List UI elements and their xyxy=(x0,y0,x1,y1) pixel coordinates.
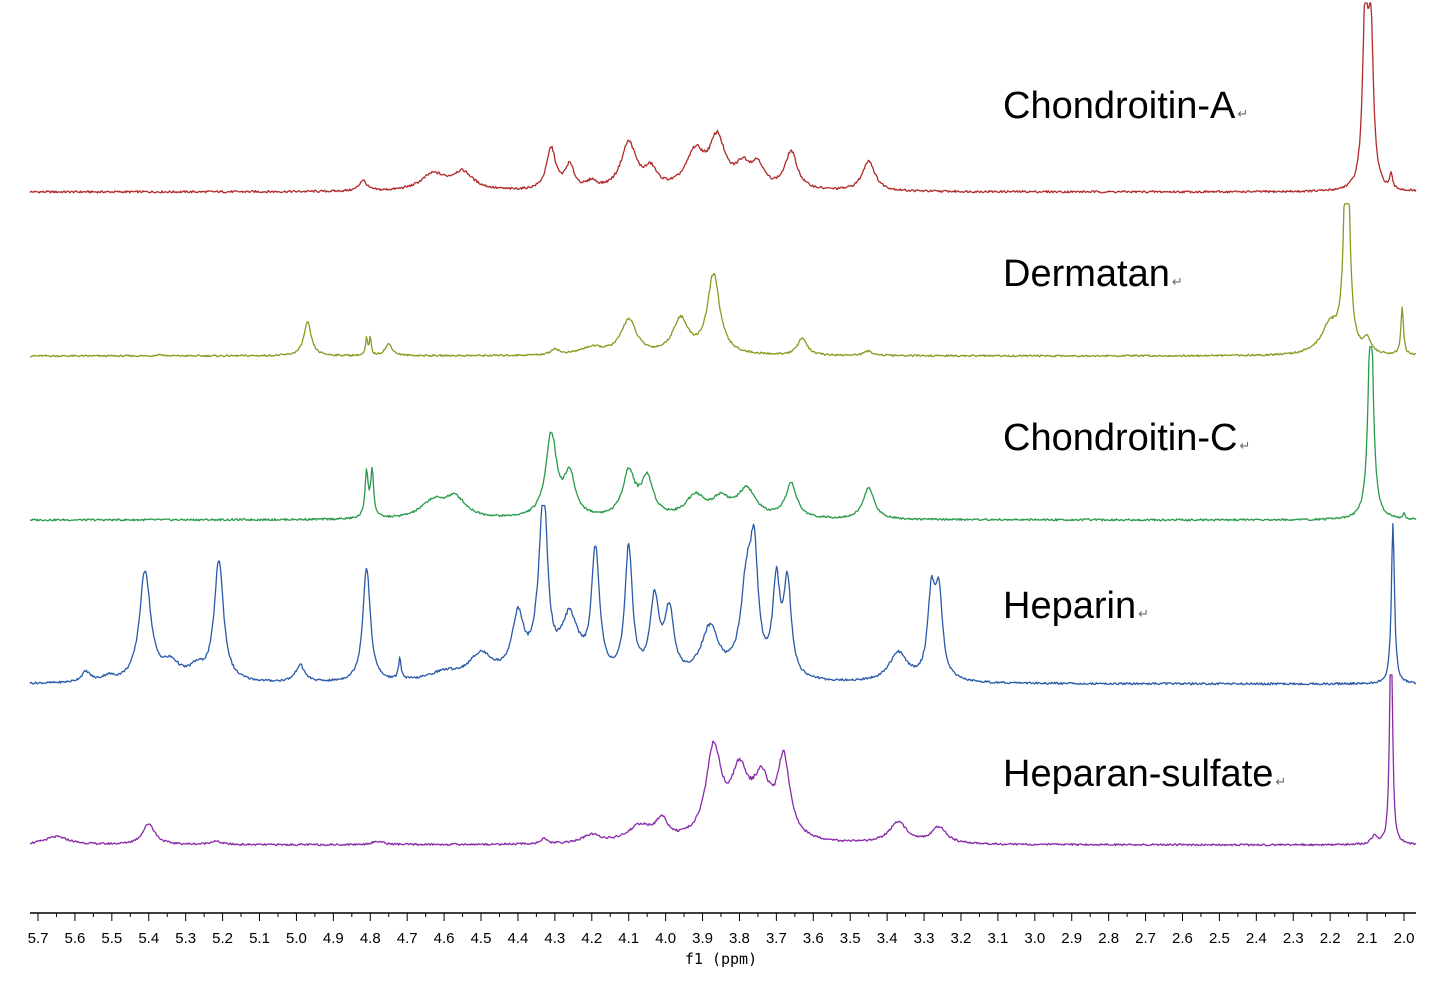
tick-label: 2.5 xyxy=(1209,930,1230,947)
spectrum-line-dermatan xyxy=(29,203,1417,358)
tick-label: 4.2 xyxy=(581,930,602,947)
series-label-chondroitin-a: Chondroitin-A xyxy=(1003,85,1236,127)
paragraph-mark: ↵ xyxy=(1172,275,1183,290)
tick-label: 2.6 xyxy=(1172,930,1193,947)
tick-label: 3.3 xyxy=(914,930,935,947)
paragraph-mark: ↵ xyxy=(1237,107,1248,122)
spectra-layer xyxy=(29,2,1417,847)
tick-label: 2.9 xyxy=(1061,930,1082,947)
tick-label: 5.0 xyxy=(286,930,307,947)
tick-label: 4.4 xyxy=(508,930,529,947)
spectrum-line-heparan-sulfate xyxy=(29,674,1417,847)
paragraph-mark: ↵ xyxy=(1138,607,1149,622)
series-label-heparin: Heparin xyxy=(1003,585,1136,627)
tick-label: 2.8 xyxy=(1098,930,1119,947)
tick-label: 5.7 xyxy=(28,930,49,947)
tick-label: 3.6 xyxy=(803,930,824,947)
tick-label: 4.9 xyxy=(323,930,344,947)
spectrum-line-chondroitin-c xyxy=(29,346,1417,522)
x-axis-title: f1 (ppm) xyxy=(685,950,757,968)
tick-label: 2.1 xyxy=(1357,930,1378,947)
tick-label: 2.0 xyxy=(1394,930,1415,947)
tick-label: 2.7 xyxy=(1135,930,1156,947)
tick-label: 4.7 xyxy=(397,930,418,947)
tick-label: 4.5 xyxy=(471,930,492,947)
tick-label: 3.8 xyxy=(729,930,750,947)
tick-label: 3.2 xyxy=(951,930,972,947)
tick-label: 5.3 xyxy=(175,930,196,947)
paragraph-mark: ↵ xyxy=(1239,439,1250,454)
tick-label: 4.6 xyxy=(434,930,455,947)
series-label-dermatan: Dermatan xyxy=(1003,253,1170,295)
series-labels: Chondroitin-A ↵Dermatan ↵Chondroitin-C ↵Hep… xyxy=(1003,85,1286,795)
spectrum-line-heparin xyxy=(29,504,1417,686)
tick-label: 3.4 xyxy=(877,930,898,947)
tick-label: 5.5 xyxy=(101,930,122,947)
paragraph-mark: ↵ xyxy=(1275,775,1286,790)
tick-label: 3.0 xyxy=(1024,930,1045,947)
tick-label: 3.7 xyxy=(766,930,787,947)
spectrum-line-chondroitin-a xyxy=(29,2,1417,194)
tick-label: 3.5 xyxy=(840,930,861,947)
tick-label: 5.1 xyxy=(249,930,270,947)
series-label-heparan-sulfate: Heparan-sulfate xyxy=(1003,753,1273,795)
tick-label: 5.6 xyxy=(64,930,85,947)
tick-label: 2.3 xyxy=(1283,930,1304,947)
tick-label: 4.0 xyxy=(655,930,676,947)
tick-label: 4.8 xyxy=(360,930,381,947)
x-axis-ticks: 5.7 5.6 5.5 5.4 5.3 5.2 5.1 5.0 4.9 4.8 4.7 4.6 4.5 4… xyxy=(28,913,1415,947)
tick-label: 4.3 xyxy=(544,930,565,947)
x-axis: 5.7 5.6 5.5 5.4 5.3 5.2 5.1 5.0 4.9 4.8 4.7 4.6 4.5 4… xyxy=(28,912,1416,968)
tick-label: 5.2 xyxy=(212,930,233,947)
tick-label: 2.4 xyxy=(1246,930,1267,947)
tick-label: 5.4 xyxy=(138,930,159,947)
tick-label: 3.9 xyxy=(692,930,713,947)
tick-label: 4.1 xyxy=(618,930,639,947)
tick-label: 2.2 xyxy=(1320,930,1341,947)
tick-label: 3.1 xyxy=(987,930,1008,947)
series-label-chondroitin-c: Chondroitin-C xyxy=(1003,417,1237,459)
